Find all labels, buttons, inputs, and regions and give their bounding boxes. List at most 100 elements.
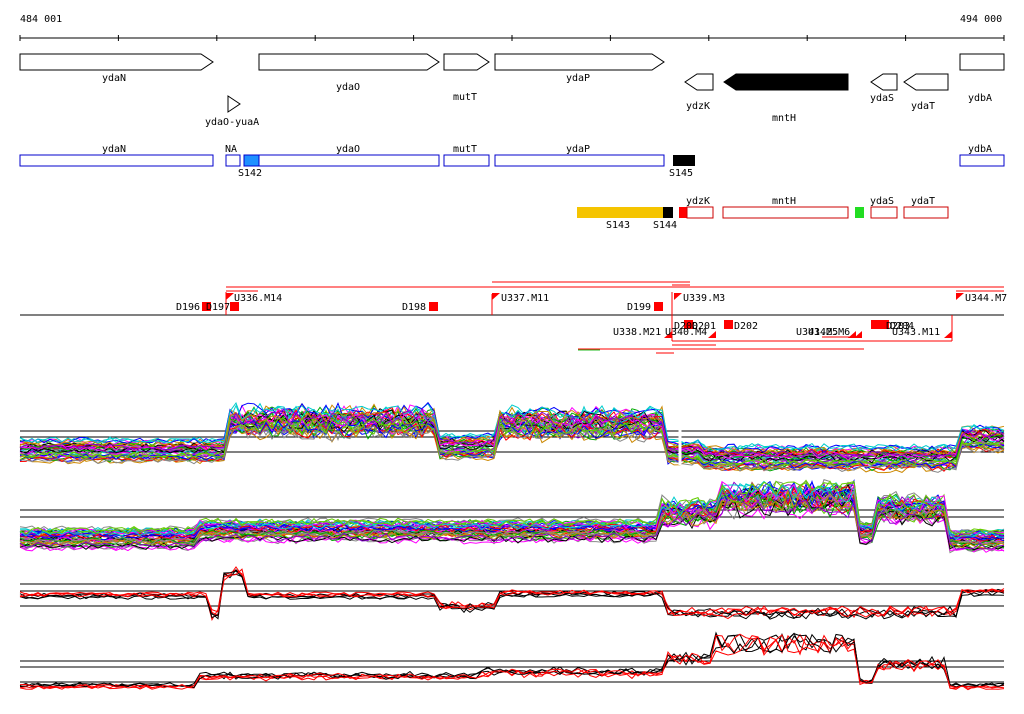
feature-label: U339.M3 <box>683 293 725 304</box>
feature-label: D196 <box>176 302 200 313</box>
tss-marker <box>944 331 952 338</box>
segment-label: S144 <box>653 220 677 231</box>
segment-S144[interactable] <box>663 207 673 218</box>
tss-marker <box>492 293 500 300</box>
expression-trace <box>19 486 1005 542</box>
expression-panel-plus-selected <box>19 566 1005 622</box>
gene-arrow-ydaO-yuaA[interactable]: ydaO-yuaA <box>205 95 259 128</box>
gene-label: ydaN <box>102 73 126 84</box>
gene-arrow-ydbA[interactable]: ydbA <box>959 53 1005 104</box>
segment-label: ydbA <box>968 144 992 155</box>
expression-trace <box>19 401 1005 452</box>
tss-marker <box>674 293 682 300</box>
feature-label: U343.M11 <box>892 327 940 338</box>
segment-label: ydaT <box>911 196 935 207</box>
segment-NA[interactable] <box>225 154 241 167</box>
expression-trace <box>19 633 1005 689</box>
feature-label: U342.M6 <box>808 327 850 338</box>
segment-label: ydaP <box>566 144 590 155</box>
segment-label: S142 <box>238 168 262 179</box>
expression-trace <box>19 479 1005 536</box>
gene-arrow-ydaO[interactable]: ydaO <box>258 53 440 93</box>
tss-marker <box>854 331 862 338</box>
segment-S142[interactable] <box>243 154 260 167</box>
expression-trace <box>19 497 1005 550</box>
gene-label: ydaO-yuaA <box>205 117 259 128</box>
gene-arrow-mntH[interactable]: mntH <box>723 73 849 124</box>
gene-arrow-ydaS[interactable]: ydaS <box>870 73 898 104</box>
expression-trace <box>19 421 1005 473</box>
expression-panel-plus-all <box>19 401 1005 474</box>
terminator-marker <box>871 320 889 329</box>
segment-label: S143 <box>606 220 630 231</box>
segment-label: ydaO <box>336 144 360 155</box>
segment-ydbA[interactable] <box>959 154 1005 167</box>
tss-marker <box>956 293 964 300</box>
segment-green-marker <box>855 207 864 218</box>
expression-trace <box>19 633 1005 691</box>
ruler-end-label: 494 000 <box>960 14 1002 25</box>
expression-trace <box>19 421 1005 472</box>
tss-marker <box>708 331 716 338</box>
plus-strand-segment-track: ydaN NA S142 ydaO mutT ydaP S145 ydbA <box>19 144 1005 179</box>
feature-label: U336.M14 <box>234 293 282 304</box>
gene-label: mutT <box>453 92 477 103</box>
segment-mutT[interactable] <box>443 154 490 167</box>
tss-marker <box>848 331 856 338</box>
segment-S143[interactable] <box>577 207 663 218</box>
expression-trace <box>19 412 1005 462</box>
expression-trace <box>19 418 1005 469</box>
minus-strand-segment-track: S143 S144 ydzK mntH ydaS ydaT <box>577 196 949 231</box>
gene-arrow-ydaN[interactable]: ydaN <box>19 53 214 84</box>
feature-label: D197 <box>206 302 230 313</box>
segment-mntH[interactable] <box>722 206 849 219</box>
feature-label: D198 <box>402 302 426 313</box>
expression-trace <box>19 490 1005 545</box>
gene-label: ydaP <box>566 73 590 84</box>
segment-label: ydaN <box>102 144 126 155</box>
coordinate-ruler: 484 001 494 000 <box>19 14 1005 41</box>
feature-label: D199 <box>627 302 651 313</box>
gene-label: mntH <box>772 113 796 124</box>
feature-label: U340.M4 <box>665 327 707 338</box>
gene-label: ydaT <box>911 101 935 112</box>
feature-label: U344.M7 <box>965 293 1007 304</box>
expression-trace <box>19 573 1005 620</box>
expression-trace <box>19 480 1005 536</box>
segment-S145[interactable] <box>673 155 695 166</box>
expression-trace <box>19 480 1005 539</box>
expression-trace <box>19 491 1005 546</box>
segment-ydaS[interactable] <box>870 206 898 219</box>
feature-label: D200 <box>674 321 698 332</box>
feature-label: D203 <box>886 321 910 332</box>
gene-arrow-ydaT[interactable]: ydaT <box>903 73 949 112</box>
gene-arrow-mutT[interactable]: mutT <box>443 53 490 103</box>
gene-arrow-ydzK[interactable]: ydzK <box>684 73 714 112</box>
feature-label: D201 <box>692 321 716 332</box>
tss-marker <box>664 331 672 338</box>
expression-trace <box>19 568 1005 620</box>
segment-ydaO[interactable] <box>258 154 440 167</box>
terminator-marker <box>230 302 239 311</box>
expression-panel-minus-selected <box>19 631 1005 691</box>
gene-label: ydaS <box>870 93 894 104</box>
segment-ydzK[interactable] <box>686 206 714 219</box>
segment-ydaN[interactable] <box>19 154 214 167</box>
expression-trace <box>19 417 1005 467</box>
ruler-start-label: 484 001 <box>20 14 62 25</box>
expression-trace <box>19 407 1005 458</box>
segment-label: ydzK <box>686 196 710 207</box>
segment-ydzK-start <box>679 207 687 218</box>
gene-arrow-ydaP[interactable]: ydaP <box>494 53 665 84</box>
feature-label: U341.M5 <box>796 327 838 338</box>
segment-ydaP[interactable] <box>494 154 665 167</box>
segment-ydaT[interactable] <box>903 206 949 219</box>
terminator-marker <box>654 302 663 311</box>
segment-label: mntH <box>772 196 796 207</box>
expression-trace <box>19 416 1005 468</box>
gene-annotation-track: ydaN ydaO-yuaA ydaO mutT ydaP ydzK mntH <box>19 53 1005 128</box>
gene-label: ydaO <box>336 82 360 93</box>
expression-panel-minus-all <box>19 478 1005 554</box>
